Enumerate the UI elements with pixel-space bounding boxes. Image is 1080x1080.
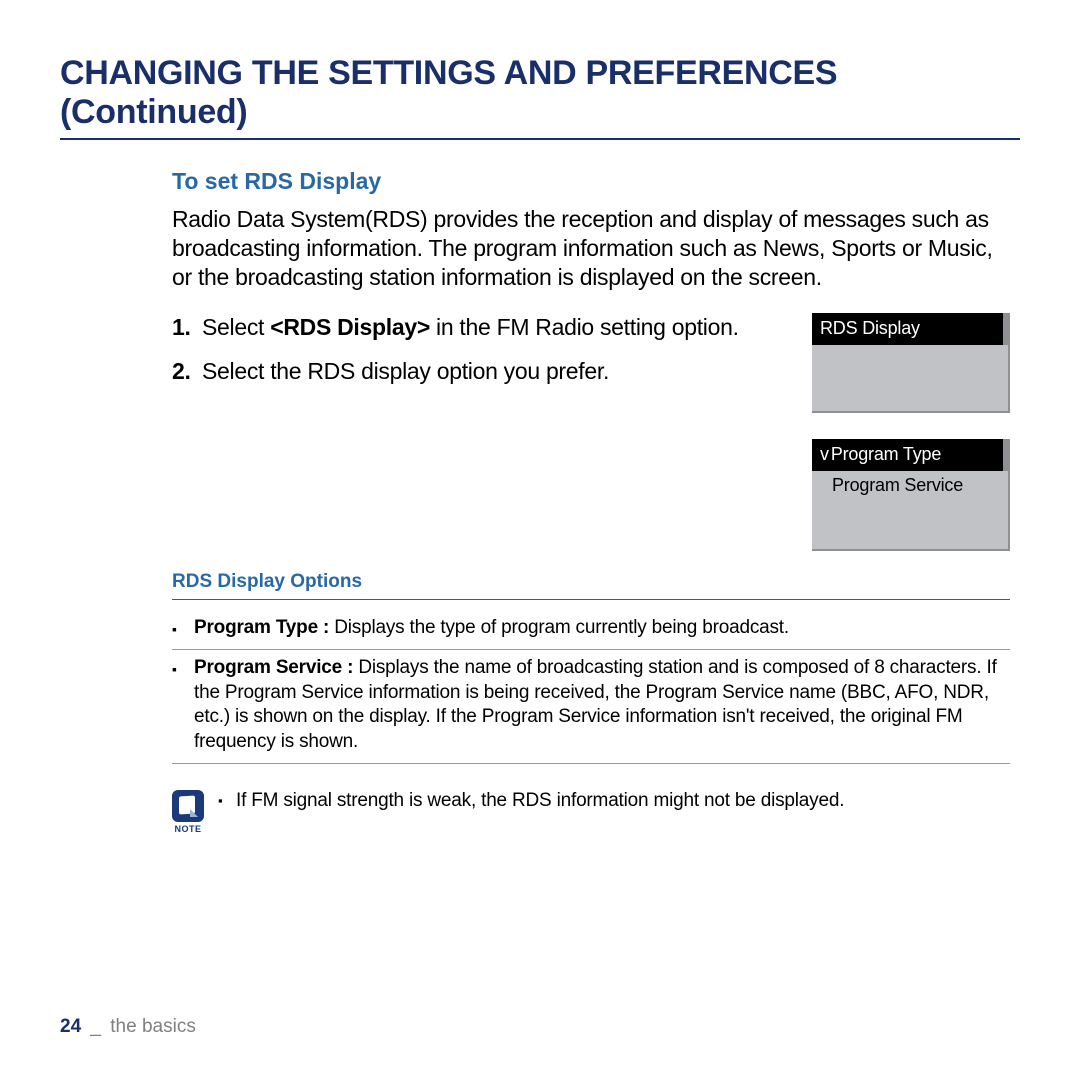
option-2-label: Program Service : xyxy=(194,657,353,678)
bullet-icon: ▪ xyxy=(172,656,194,755)
steps-and-screens-row: 1. Select <RDS Display> in the FM Radio … xyxy=(172,313,1010,551)
step-2-text: Select the RDS display option you prefer… xyxy=(202,357,798,387)
step-1-number: 1. xyxy=(172,313,202,343)
content-body: To set RDS Display Radio Data System(RDS… xyxy=(60,168,1020,834)
step-1-pre: Select xyxy=(202,314,270,340)
note-block: NOTE ▪ If FM signal strength is weak, th… xyxy=(172,790,1010,834)
steps-list: 1. Select <RDS Display> in the FM Radio … xyxy=(172,313,798,401)
step-1: 1. Select <RDS Display> in the FM Radio … xyxy=(172,313,798,343)
step-1-bold: <RDS Display> xyxy=(270,314,430,340)
note-text-container: ▪ If FM signal strength is weak, the RDS… xyxy=(218,790,844,812)
option-program-type: ▪ Program Type : Displays the type of pr… xyxy=(172,610,1010,650)
device-screenshots: RDS Display vProgram Type Program Servic… xyxy=(812,313,1010,551)
page-footer: 24 _ the basics xyxy=(60,1016,196,1038)
screen2-selected: vProgram Type xyxy=(812,439,1008,471)
screen-rds-options: vProgram Type Program Service xyxy=(812,439,1010,551)
note-icon-container: NOTE xyxy=(172,790,204,834)
note-icon xyxy=(172,790,204,822)
page-number: 24 xyxy=(60,1016,81,1037)
screen2-item-2: Program Service xyxy=(812,471,1008,500)
selection-marker-icon: v xyxy=(820,444,829,464)
option-1-text: Program Type : Displays the type of prog… xyxy=(194,616,1010,641)
intro-paragraph: Radio Data System(RDS) provides the rece… xyxy=(172,205,1010,291)
step-2-number: 2. xyxy=(172,357,202,387)
option-2-text: Program Service : Displays the name of b… xyxy=(194,656,1010,755)
screen1-header: RDS Display xyxy=(812,313,1008,345)
options-list: ▪ Program Type : Displays the type of pr… xyxy=(172,610,1010,763)
bullet-icon: ▪ xyxy=(218,790,236,812)
option-1-label: Program Type : xyxy=(194,617,329,638)
option-program-service: ▪ Program Service : Displays the name of… xyxy=(172,650,1010,764)
note-text: If FM signal strength is weak, the RDS i… xyxy=(236,790,844,812)
options-heading: RDS Display Options xyxy=(172,571,1010,600)
footer-separator: _ xyxy=(90,1016,101,1037)
screen2-selected-label: Program Type xyxy=(831,444,941,464)
step-2: 2. Select the RDS display option you pre… xyxy=(172,357,798,387)
note-label: NOTE xyxy=(174,824,201,834)
step-1-post: in the FM Radio setting option. xyxy=(430,314,739,340)
step-1-text: Select <RDS Display> in the FM Radio set… xyxy=(202,313,798,343)
section-heading: To set RDS Display xyxy=(172,168,1010,195)
screen-rds-display: RDS Display xyxy=(812,313,1010,413)
option-1-desc: Displays the type of program currently b… xyxy=(329,617,789,638)
bullet-icon: ▪ xyxy=(172,616,194,641)
footer-section-name: the basics xyxy=(110,1016,196,1037)
page-title: CHANGING THE SETTINGS AND PREFERENCES (C… xyxy=(60,54,1020,140)
